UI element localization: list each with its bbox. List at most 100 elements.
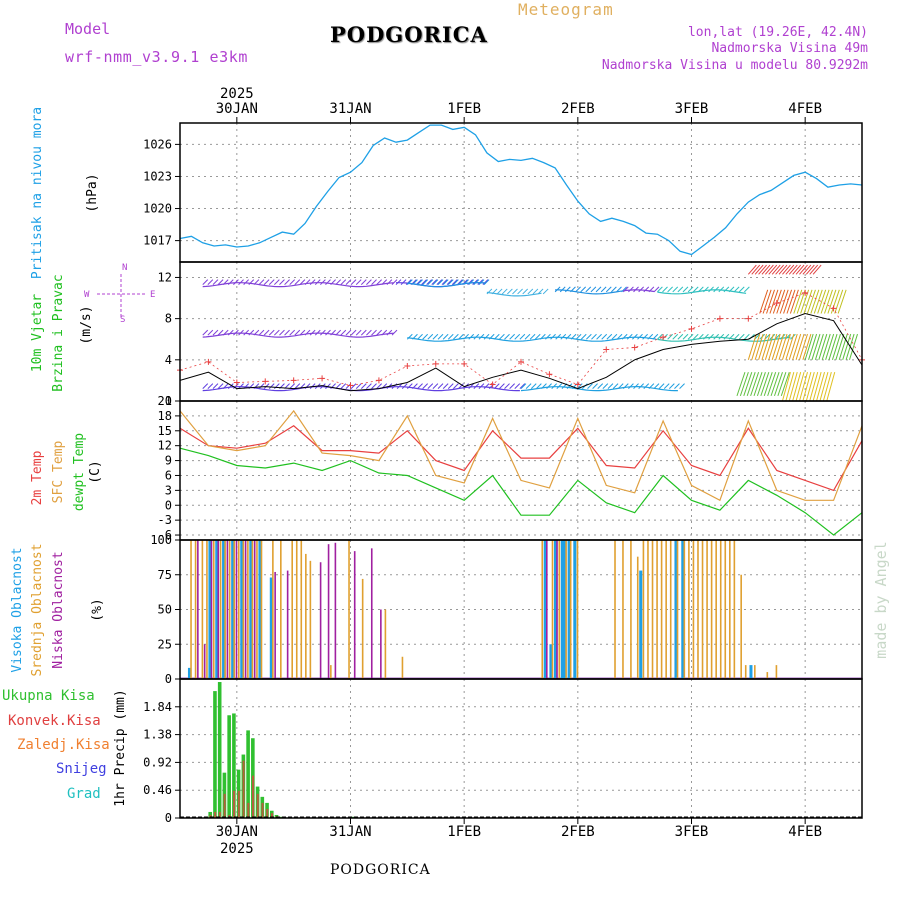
wind-barbs-mid-blue-barb [432,333,439,340]
cloud-bar-low [210,540,213,679]
cloud-bar-mid [660,540,663,679]
tick-label-temperature: 9 [165,454,172,468]
precip-bar-conv [270,813,273,818]
cloud-bar-low [334,542,337,679]
wind-barbs-mid-teal-barb [697,333,704,340]
wind-barbs-upper-cyan-barb [453,279,459,286]
wind-fan-red [762,289,772,314]
wind-barbs-mid-blue-barb [519,333,526,340]
wind-barbs-low-purple-barb [483,383,490,389]
wind-barbs-low-blue-barb [576,383,583,389]
cloud-bar-mid [665,540,667,679]
cloud-bar-low [380,609,382,679]
wind-barbs-mid-purple-barb [294,329,301,336]
cloud-bar-mid [206,540,208,679]
wind-barbs-low-purple-barb [268,383,275,389]
meteogram-label: Meteogram [518,0,614,19]
cloud-bar-mid [719,540,722,679]
wind-barbs-mid-purple-barb [345,329,352,336]
wind-barbs-mid-purple-barb [243,329,250,336]
wind-fan-green [743,372,753,397]
wind-barbs-upper-purple2 [623,289,655,293]
wind-barbs-low-purple-barb [217,383,224,389]
cloud-bar-high [749,665,753,679]
wind-gust-point [375,377,382,384]
cloud-bar-high [249,540,253,679]
wind-barbs-mid-purple-barb [360,329,367,336]
ylabel-sfc: SFC Temp [51,441,66,504]
wind-barbs-upper-lightblue-barb [501,288,508,295]
wind-fan-olive [827,289,837,314]
wind-barbs-low-blue-barb [674,383,680,389]
wind-barbs-low-purple-barb [227,383,234,389]
wind-fan-top-red [809,264,819,275]
cloud-bar-mid [697,540,699,679]
wind-barbs-low-purple-barb [453,383,459,389]
wind-barbs-mid-teal-barb [682,333,689,340]
wind-barbs-low-purple-barb [350,383,357,389]
ylabel-low-cloud: Niska Oblacnost [51,551,66,668]
cloud-bar-mid [692,540,695,679]
wind-gust-point [745,315,752,322]
wind-fan-olive [824,289,833,314]
wind-fan-orange [764,333,774,360]
wind-barbs-upper-purple-barb [386,279,393,286]
wind-barbs-upper-teal-barb [738,286,745,293]
wind-barbs-upper-purple-barb [202,279,209,286]
cloud-bar-mid [228,540,231,679]
wind-barbs-low-purple-barb [468,383,475,389]
wind-barbs-upper-purple-barb [222,279,229,286]
cloud-bar-high [560,540,564,679]
tick-label-precip: 0.92 [143,755,172,769]
wind-barbs-upper-cyan-barb [412,279,418,286]
wind-barbs-upper-purple-barb [212,279,219,286]
cloud-bar-high [231,540,235,679]
wind-gust-point [347,382,354,389]
wind-barbs-upper-purple-barb [238,279,244,286]
x-tick-label-bottom: 4FEB [788,824,822,840]
cloud-bar-mid [744,665,747,679]
wind-barbs-mid-blue-barb [616,333,623,340]
wind-fan-red [779,289,789,314]
wind-fan-green [753,372,763,397]
wind-barbs-mid-blue-barb [524,333,531,340]
x-tick-label-top: 2FEB [561,101,595,117]
cloud-bar-high [215,540,219,679]
cloud-bar-high [674,540,678,679]
ylabel-mid-cloud: Srednja Oblacnost [30,543,45,676]
wind-barbs-low-purple-barb [519,383,526,389]
cloud-bar-mid [636,556,639,679]
wind-barbs-low-purple-barb [202,383,209,389]
wind-barbs-mid-blue-barb [529,333,536,340]
wind-barbs-mid-blue-barb [534,333,541,340]
tick-label-precip: 0.46 [143,783,172,797]
wind-fan-red [769,289,779,314]
wind-fan-yellow [781,372,791,402]
legend-snow: Snijeg [56,761,107,777]
wind-gust-point [319,375,326,382]
wind-barbs-upper-purple-barb [340,279,347,286]
ylabel-wind-sub: Brzina i Pravac [51,274,66,391]
legend-precip-conv: Konvek.Kisa [8,713,101,729]
cloud-bar-high [681,540,685,679]
wind-barbs-upper-lightblue-barb [496,288,503,295]
wind-barbs-upper-purple-barb [207,279,214,286]
cloud-bar-mid [676,540,679,679]
wind-barbs-low-purple-barb [258,383,265,389]
tick-label-temperature: 6 [165,468,172,482]
wind-barbs-upper-purple-barb [284,279,290,286]
wind-barbs-low-blue-barb [551,383,558,389]
wind-barbs-mid-blue-barb [580,333,587,340]
wind-barbs-upper-blue2-barb [600,286,607,293]
cloud-bar-mid [348,540,350,679]
wind-barbs-mid-blue-barb [406,333,413,340]
wind-barbs-upper-teal-barb [718,286,725,293]
wind-fan-top-red [792,264,802,275]
cloud-bar-mid [701,540,704,679]
wind-barbs-low-blue-barb [633,383,639,389]
wind-fan-green [760,372,770,397]
cloud-bar-mid [688,540,690,679]
wind-barbs-upper-teal-barb [662,286,668,293]
wind-barbs-upper-blue-barb [405,279,412,286]
cloud-bar-mid [260,540,263,679]
